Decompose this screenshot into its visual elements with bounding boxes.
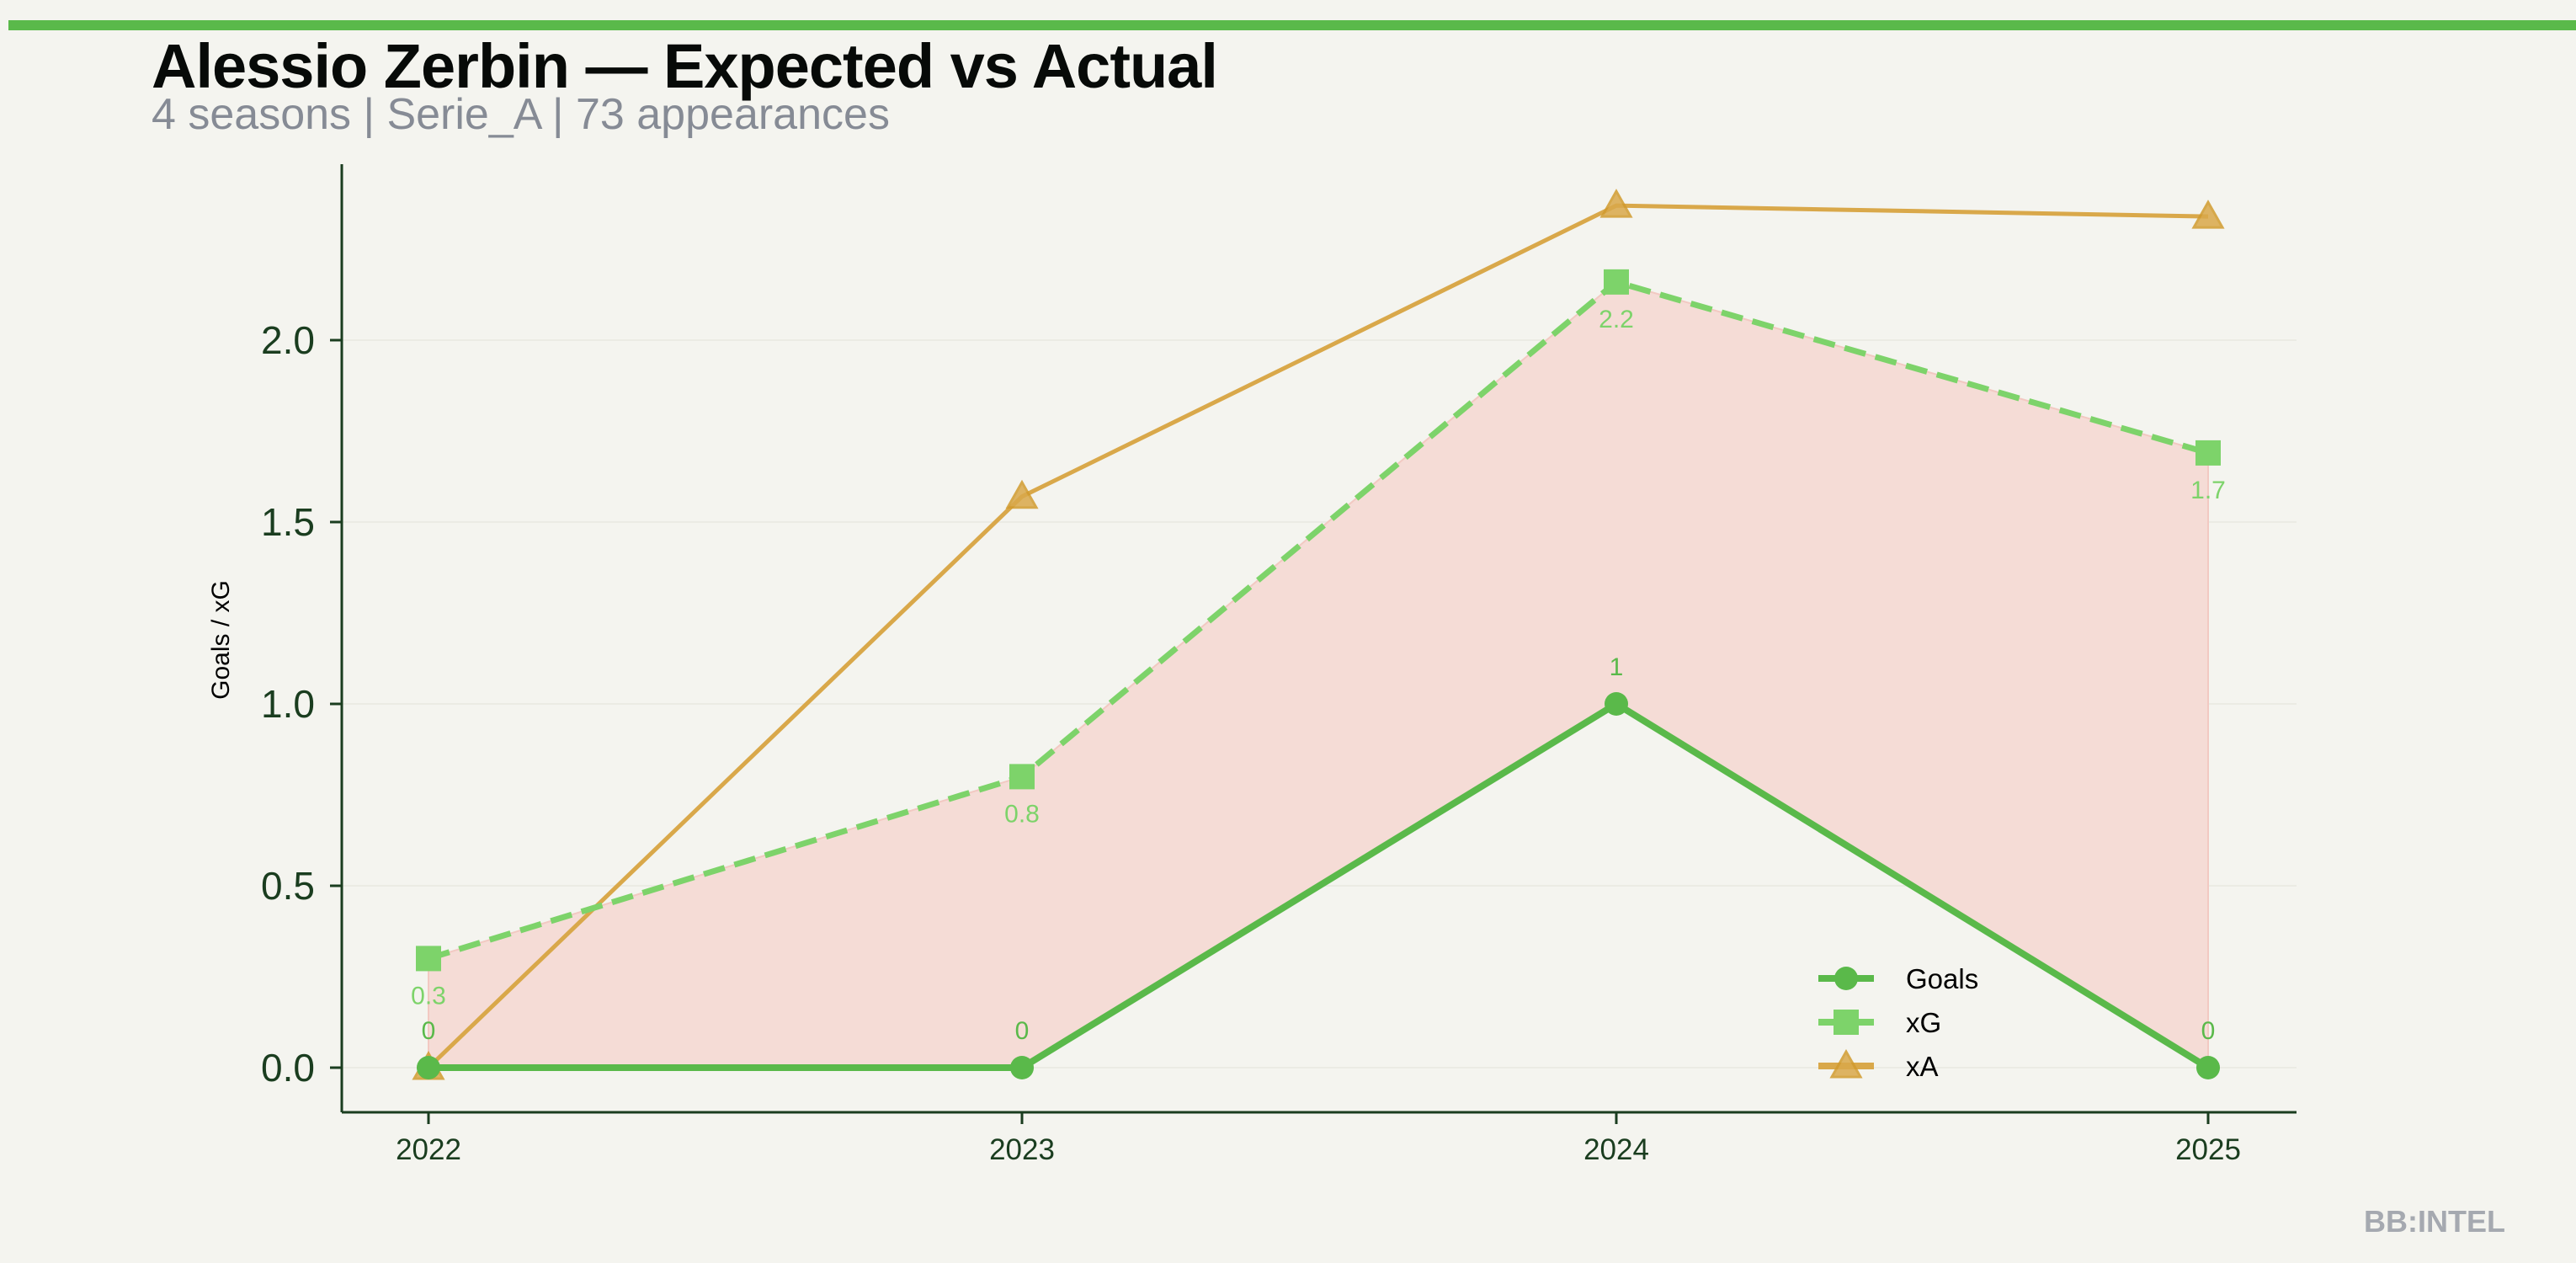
goals-data-label: 0 [2201,1017,2216,1045]
xa-line [427,203,2209,1069]
xg-line [427,279,2209,962]
legend-item-xa: xA [1818,1048,1939,1082]
chart-title: Alessio Zerbin — Expected vs Actual [152,31,1218,101]
goals-line [428,700,2211,1071]
xa-point [1005,479,1039,509]
xg-point [1009,764,1035,790]
x-tick-label: 2024 [1583,1133,1649,1166]
goals-data-label: 1 [1610,653,1624,681]
legend: Goals xG xA [1818,963,1978,1082]
watermark: BB:INTEL [2364,1204,2505,1239]
accent-bar [8,20,2576,30]
chart-subtitle: 4 seasons | Serie_A | 73 appearances [152,90,890,139]
legend-label: xA [1906,1051,1939,1082]
xg-data-label: 1.7 [2190,477,2226,504]
xa-point [2191,200,2225,229]
legend-item-xg: xG [1818,1007,1941,1038]
y-axis-label: Goals / xG [207,580,235,700]
y-tick-label: 1.0 [261,682,315,726]
legend-label: xG [1906,1007,1941,1038]
xg-point [1604,269,1629,295]
x-tick-label: 2022 [396,1133,461,1166]
legend-item-goals: Goals [1818,963,1978,994]
x-tick-label: 2023 [989,1133,1055,1166]
y-tick-label: 0.0 [261,1046,315,1090]
xg-point [416,946,441,972]
legend-marker [1834,1010,1859,1035]
goals-data-label: 0 [422,1017,436,1045]
y-tick-label: 2.0 [261,318,315,362]
y-tick-label: 0.5 [261,864,315,908]
goals-point [417,1056,440,1079]
xg-point [2195,440,2221,466]
goals-data-label: 0 [1015,1017,1030,1045]
xa-point [1599,189,1633,218]
x-tick-label: 2025 [2175,1133,2241,1166]
shaded-area [428,280,2209,1069]
xg-data-label: 0.3 [411,982,446,1010]
goals-point [1605,692,1628,716]
legend-label: Goals [1906,963,1978,994]
y-tick-label: 1.5 [261,500,315,544]
goals-point [2196,1056,2220,1079]
xg-data-label: 0.8 [1004,800,1040,828]
xg-data-label: 2.2 [1599,306,1634,333]
legend-marker [1829,1048,1863,1079]
legend-marker [1834,967,1858,990]
goals-point [1010,1056,1034,1079]
